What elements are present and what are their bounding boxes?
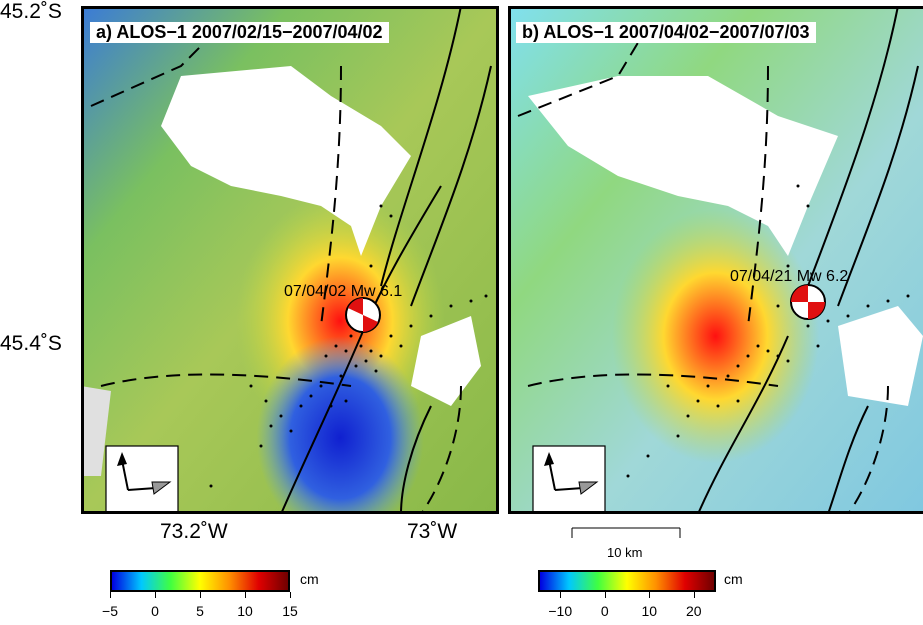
panel-a-frame (81, 6, 499, 514)
panel-b-title: b) ALOS−1 2007/04/02−2007/07/03 (516, 22, 816, 43)
colorbar_b-tick-3: 20 (685, 603, 702, 619)
colorbar_b-tick-1: 0 (600, 603, 609, 619)
colorbar-a (110, 570, 290, 592)
colorbar_a-tick-mark-1 (155, 592, 156, 598)
colorbar_b-tick-mark-1 (604, 592, 606, 598)
lat-label-mid: 45.4˚S (0, 332, 62, 355)
colorbar_a-tick-2: 5 (196, 603, 204, 619)
lon-label-left: 73.2˚W (160, 520, 228, 543)
colorbar_a-tick-mark-0 (110, 592, 111, 598)
colorbar_b-tick-mark-2 (649, 592, 651, 598)
colorbar_b-tick-0: −10 (548, 603, 573, 619)
colorbar_a-tick-mark-2 (200, 592, 201, 598)
lon-label-right: 73˚W (407, 520, 458, 543)
colorbar_b-tick-mark-0 (560, 592, 562, 598)
colorbar-b-unit: cm (724, 571, 743, 587)
colorbar_b-tick-2: 10 (641, 603, 658, 619)
colorbar-b-ticks: −10 0 10 20 (538, 592, 716, 619)
panel-a-event-label: 07/04/02 Mw 6.1 (284, 283, 403, 300)
colorbar_a-tick-1: 0 (151, 603, 159, 619)
beachball-icon (345, 297, 381, 333)
panel-b-event-label: 07/04/21 Mw 6.2 (730, 268, 849, 285)
beachball-icon-b (790, 284, 826, 320)
colorbar_a-tick-mark-4 (290, 592, 291, 598)
line-of-sight-arrow-icon (544, 452, 599, 495)
colorbar_a-tick-mark-3 (245, 592, 246, 598)
colorbar-a-unit: cm (300, 571, 319, 587)
colorbar_a-tick-0: −5 (102, 603, 118, 619)
scale-bar (571, 527, 681, 538)
panel-a-map (81, 6, 499, 514)
panel-b-map (508, 6, 923, 514)
lat-label-top: 45.2˚S (0, 0, 62, 23)
seismicity-dots-b (626, 184, 910, 478)
colorbar-a-ticks: −5 0 5 10 15 (102, 592, 298, 619)
colorbar_b-tick-mark-3 (693, 592, 695, 598)
panel-b-frame (508, 6, 923, 514)
panel-a-title: a) ALOS−1 2007/02/15−2007/04/02 (90, 22, 389, 43)
colorbar_a-tick-4: 15 (282, 603, 298, 619)
colorbar-b (538, 570, 716, 592)
colorbar_a-tick-3: 10 (237, 603, 253, 619)
scale-bar-label: 10 km (607, 545, 643, 560)
satellite-heading-arrow-icon (117, 452, 172, 495)
